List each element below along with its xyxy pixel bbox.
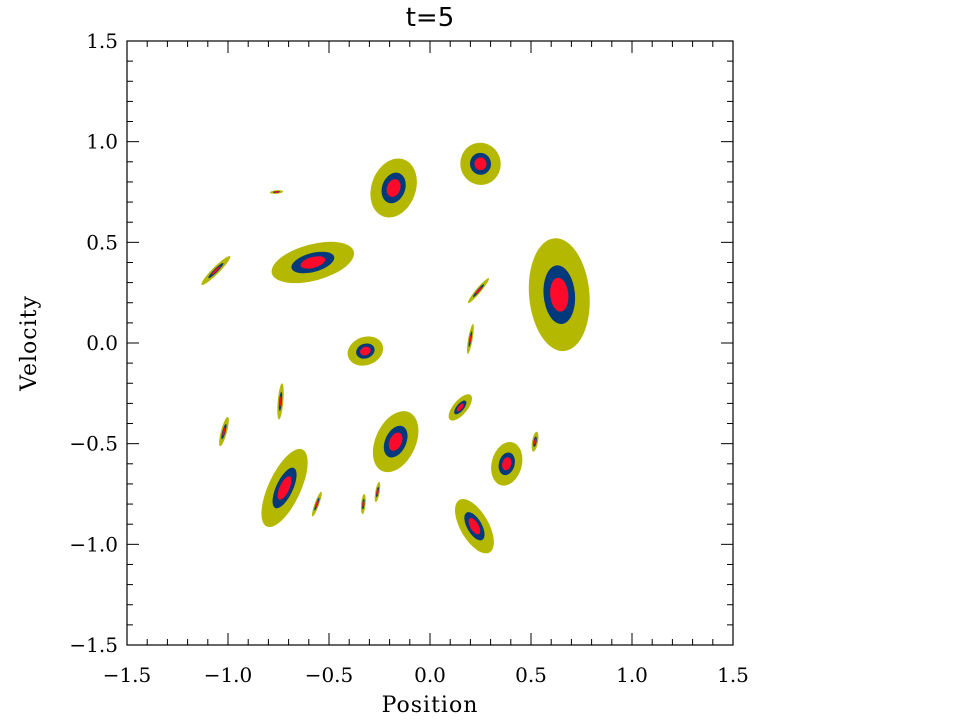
contour-level-high xyxy=(550,277,569,312)
contour-level-high xyxy=(300,256,326,269)
contour-level-high xyxy=(360,346,371,356)
contour-level-high xyxy=(277,476,292,500)
x-axis-label: Position xyxy=(382,693,479,718)
contour-blob xyxy=(261,448,308,528)
chart-title: t=5 xyxy=(406,3,455,33)
contour-level-high xyxy=(279,395,282,407)
contour-blob xyxy=(467,278,490,304)
y-tick-label: 0.0 xyxy=(86,331,118,355)
contour-level-high xyxy=(468,518,481,535)
x-tick-label: 1.0 xyxy=(616,663,648,687)
contour-blob xyxy=(528,238,590,352)
contour-level-high xyxy=(469,334,472,344)
contour-level-high xyxy=(386,179,401,197)
contour-level-high xyxy=(362,501,365,508)
x-tick-labels: −1.5 −1.0 −0.5 0.0 0.5 1.0 1.5 xyxy=(103,663,749,687)
x-tick-label: −1.5 xyxy=(103,663,152,687)
contour-level-high xyxy=(222,427,226,436)
y-tick-labels: −1.5 −1.0 −0.5 0.0 0.5 1.0 1.5 xyxy=(69,29,118,657)
plot-frame xyxy=(126,40,734,646)
contour-blob xyxy=(374,482,381,502)
contour-blob xyxy=(201,256,231,286)
x-tick-label: 1.5 xyxy=(717,663,749,687)
y-tick-label: 0.5 xyxy=(86,230,118,254)
contour-blob xyxy=(219,416,229,447)
contour-level-high xyxy=(388,432,403,451)
y-tick-label: 1.5 xyxy=(86,29,118,53)
y-axis-label: Velocity xyxy=(17,295,42,392)
contour-blob xyxy=(271,241,355,284)
x-tick-label: 0.0 xyxy=(414,663,446,687)
contour-blob xyxy=(531,431,539,452)
contour-level-high xyxy=(211,266,221,275)
contour-level-high xyxy=(533,438,537,445)
axis-ticks xyxy=(126,40,734,646)
contour-blob xyxy=(491,441,523,486)
contour-layer xyxy=(201,142,590,554)
contour-level-high xyxy=(274,190,279,194)
y-tick-label: 1.0 xyxy=(86,130,118,154)
contour-blob xyxy=(370,158,417,218)
contour-level-high xyxy=(456,403,464,412)
contour-blob xyxy=(460,142,501,185)
contour-level-high xyxy=(376,488,379,495)
x-tick-label: 0.5 xyxy=(515,663,547,687)
contour-level-high xyxy=(315,500,319,508)
contour-level-high xyxy=(475,286,482,295)
contour-blob xyxy=(448,394,473,421)
y-tick-label: −1.5 xyxy=(69,633,118,657)
contour-blob xyxy=(277,383,284,420)
contour-blob xyxy=(466,324,474,354)
contour-blob xyxy=(360,494,366,515)
contour-blob xyxy=(347,336,384,366)
x-tick-label: −0.5 xyxy=(305,663,354,687)
y-tick-label: −0.5 xyxy=(69,432,118,456)
y-tick-label: −1.0 xyxy=(69,532,118,556)
contour-blob xyxy=(311,491,322,517)
contour-blob xyxy=(454,499,494,554)
contour-level-high xyxy=(502,457,512,471)
contour-blob xyxy=(372,411,419,473)
contour-blob xyxy=(269,190,284,194)
contour-level-high xyxy=(474,157,487,171)
x-tick-label: −1.0 xyxy=(204,663,253,687)
